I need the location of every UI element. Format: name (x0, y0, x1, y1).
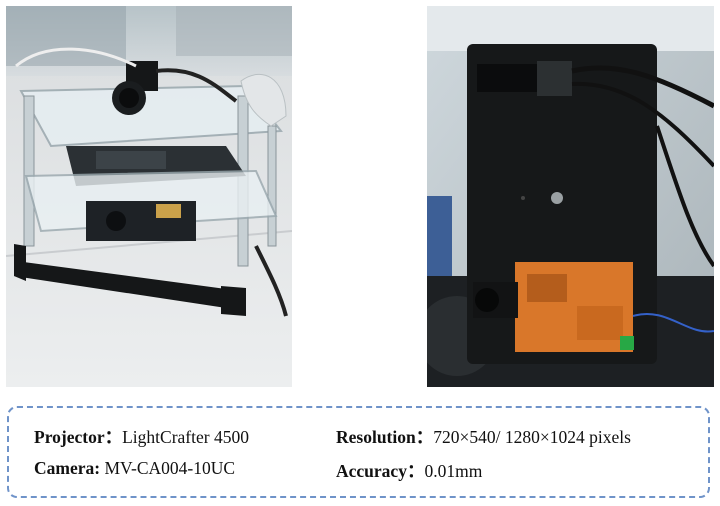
projector-label: Projector： (34, 427, 123, 447)
resolution-label: Resolution： (336, 427, 434, 447)
spec-projector: Projector：LightCrafter 4500 (34, 424, 249, 449)
spec-box: Projector：LightCrafter 4500 Camera: MV-C… (7, 406, 710, 498)
spec-accuracy: Accuracy：0.01mm (336, 458, 482, 483)
camera-value: MV-CA004-10UC (104, 458, 236, 478)
camera-label: Camera: (34, 458, 105, 478)
spec-resolution: Resolution：720×540/ 1280×1024 pixels (336, 424, 631, 449)
accuracy-value: 0.01mm (424, 461, 483, 481)
projector-value: LightCrafter 4500 (122, 427, 249, 447)
accuracy-label: Accuracy： (336, 461, 425, 481)
resolution-value: 720×540/ 1280×1024 pixels (433, 427, 631, 447)
photo-black-plate-rig (427, 6, 714, 387)
photo-acrylic-rig (6, 6, 292, 387)
spec-camera: Camera: MV-CA004-10UC (34, 458, 235, 479)
